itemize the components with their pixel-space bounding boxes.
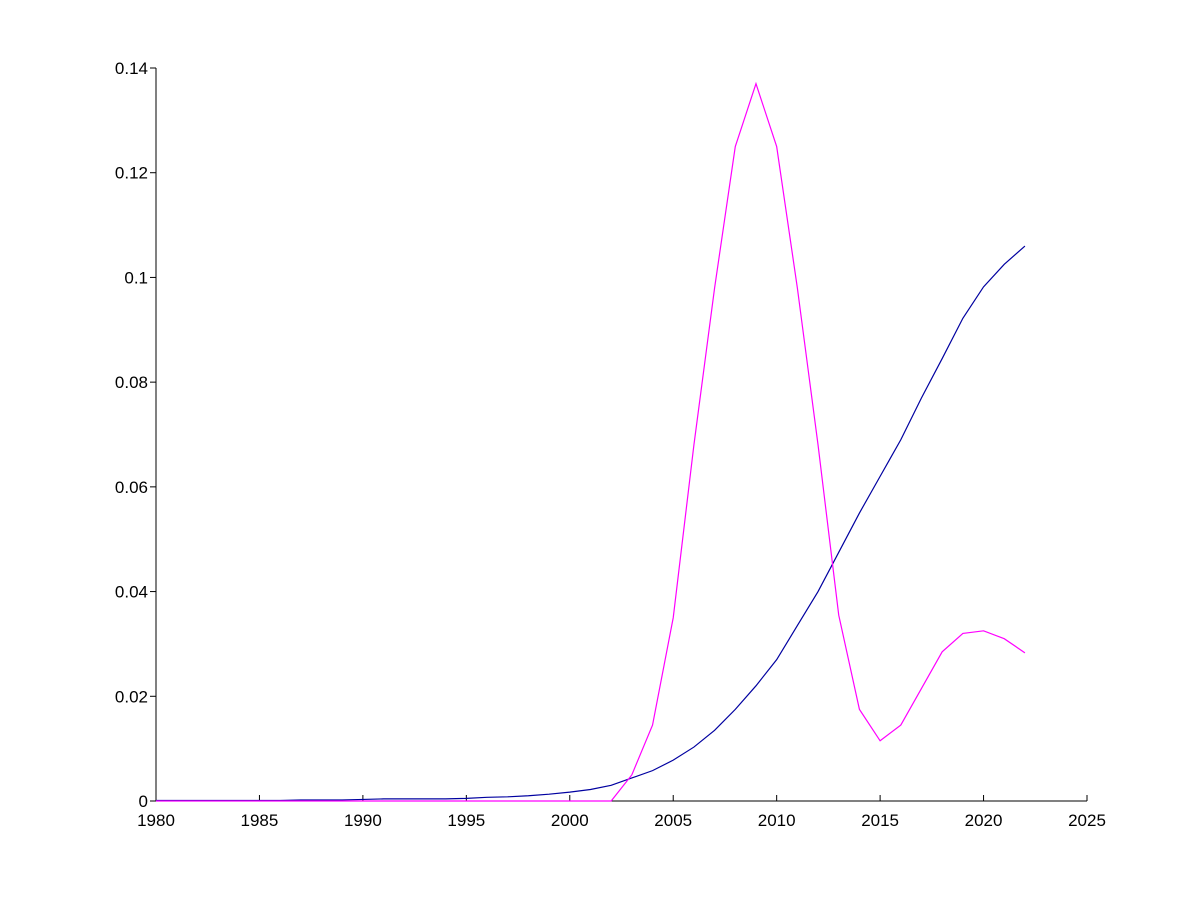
x-tick-label: 1980	[137, 811, 175, 830]
x-tick-label: 2015	[861, 811, 899, 830]
y-tick-label: 0	[139, 792, 148, 811]
x-tick-label: 1985	[241, 811, 279, 830]
x-tick-label: 2000	[551, 811, 589, 830]
y-tick-label: 0.14	[115, 59, 148, 78]
x-tick-label: 2005	[654, 811, 692, 830]
y-tick-label: 0.06	[115, 478, 148, 497]
x-tick-label: 2020	[965, 811, 1003, 830]
data-line	[156, 245, 1026, 802]
y-tick-label: 0.12	[115, 164, 148, 183]
x-tick-label: 2010	[758, 811, 796, 830]
y-tick-label: 0.04	[115, 583, 148, 602]
x-tick-label: 1990	[344, 811, 382, 830]
y-tick-label: 0.08	[115, 373, 148, 392]
y-tick-label: 0.1	[124, 268, 148, 287]
x-tick-label: 1995	[447, 811, 485, 830]
y-tick-label: 0.02	[115, 687, 148, 706]
data-line	[156, 81, 1026, 802]
x-tick-label: 2025	[1068, 811, 1106, 830]
